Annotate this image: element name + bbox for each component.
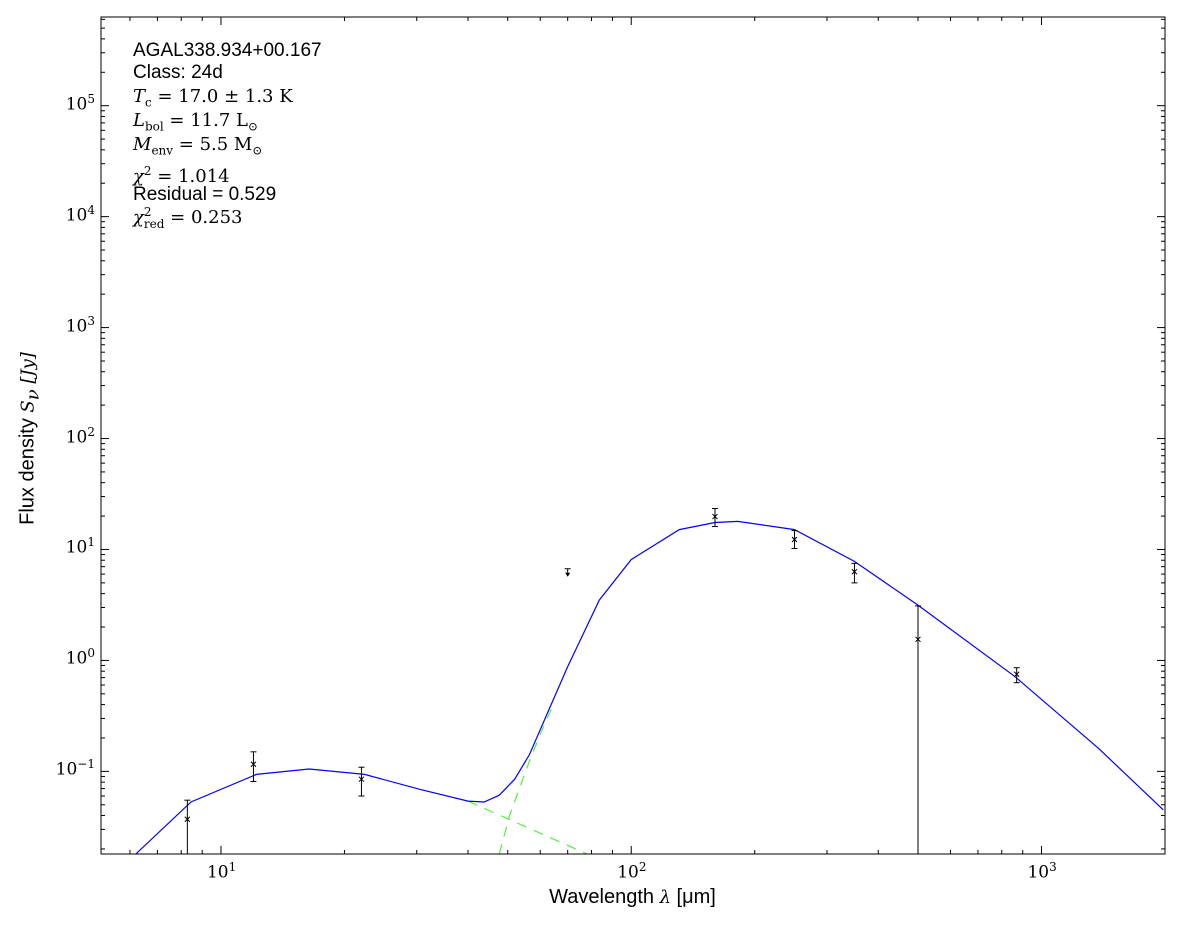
source-name: AGAL338.934+00.167 [133,40,322,61]
y-tick-label: 101 [65,535,95,559]
class-label: Class: 24d [133,62,223,83]
x-tick-label: 103 [1027,860,1057,883]
x-axis-label: Wavelength λ [μm] [549,886,716,908]
x-tick-label: 102 [617,860,647,883]
tc-label: Tc = 17.0 ± 1.3 K [133,86,293,110]
y-tick-label: 102 [65,424,95,448]
chi2-label: χ2 = 1.014 [133,164,230,187]
data-point [851,568,858,575]
y-tick-label: 104 [65,202,95,226]
upper-limit-arrow [565,572,571,577]
y-axis-label: Flux density Sν [Jy] [16,352,44,525]
y-tick-label: 103 [65,313,95,337]
data-point [358,776,365,783]
plot-frame [100,16,1166,855]
data-point [250,761,257,768]
chi2red-label: χ 2 red = 0.253 [133,205,243,231]
data-point [791,536,798,543]
y-tick-label: 105 [65,91,95,115]
x-tick-label: 101 [206,860,237,883]
residual-label: Residual = 0.529 [133,184,277,205]
model-warm-component [467,800,588,854]
data-point [712,513,718,520]
model-total-curve [135,520,1164,854]
data-point [184,816,191,823]
model-cold-component [498,701,556,854]
lbol-label: Lbol = 11.7 L⊙ [133,110,259,134]
y-tick-label: 100 [65,646,95,670]
data-point [915,636,921,643]
data-point [1013,671,1020,678]
y-tick-label: 10−1 [55,757,95,781]
menv-label: Menv = 5.5 M⊙ [133,134,263,158]
